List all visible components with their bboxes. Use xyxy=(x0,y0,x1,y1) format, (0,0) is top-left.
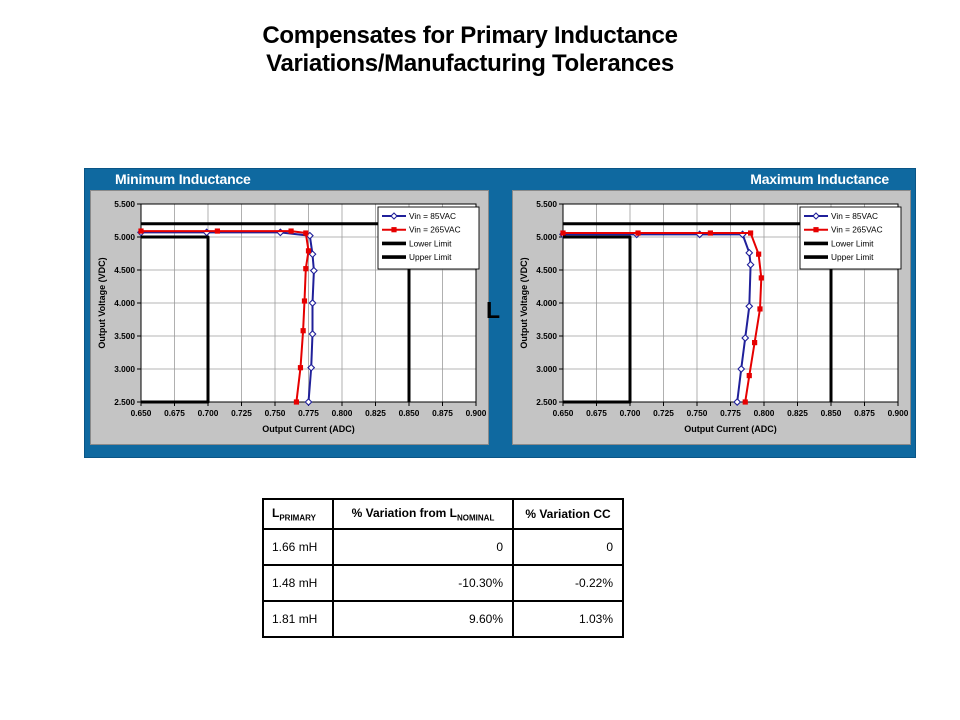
cell-l-primary: 1.81 mH xyxy=(262,600,334,638)
chart-svg: 0.650 0.675 0.700 0.725 0.750 0.775 0.800 0.825… xyxy=(519,199,909,434)
svg-text:5.000: 5.000 xyxy=(536,232,557,242)
cell-variation-cc: 1.03% xyxy=(512,600,624,638)
min-inductance-chart: 0.650 0.675 0.700 0.725 0.750 0.775 0.800 0.825… xyxy=(90,190,489,445)
svg-text:3.500: 3.500 xyxy=(114,331,135,341)
svg-text:4.000: 4.000 xyxy=(114,298,135,308)
svg-text:5.500: 5.500 xyxy=(114,199,135,209)
svg-text:0.725: 0.725 xyxy=(653,408,674,418)
svg-text:0.700: 0.700 xyxy=(620,408,641,418)
svg-text:0.775: 0.775 xyxy=(720,408,741,418)
svg-text:Lower Limit: Lower Limit xyxy=(831,238,874,248)
page-title-line-1: Compensates for Primary Inductance xyxy=(262,22,678,49)
svg-text:0.800: 0.800 xyxy=(332,408,353,418)
stray-l-label: L xyxy=(486,297,501,323)
svg-text:Output Current (ADC): Output Current (ADC) xyxy=(262,424,354,434)
svg-text:Output Voltage (VDC): Output Voltage (VDC) xyxy=(97,257,107,348)
svg-text:Upper Limit: Upper Limit xyxy=(831,252,874,262)
table-header-row: LPRIMARY % Variation from LNOMINAL % Var… xyxy=(262,498,624,530)
cell-variation-l: 0 xyxy=(332,528,514,566)
chart-title-minimum-inductance: Minimum Inductance xyxy=(115,171,251,187)
svg-text:0.650: 0.650 xyxy=(553,408,574,418)
svg-text:0.875: 0.875 xyxy=(854,408,875,418)
cell-variation-cc: -0.22% xyxy=(512,564,624,602)
svg-text:0.850: 0.850 xyxy=(399,408,420,418)
svg-text:Vin = 265VAC: Vin = 265VAC xyxy=(409,225,461,235)
svg-text:0.800: 0.800 xyxy=(754,408,775,418)
svg-text:Vin = 85VAC: Vin = 85VAC xyxy=(409,211,456,221)
cell-l-primary: 1.66 mH xyxy=(262,528,334,566)
svg-text:4.500: 4.500 xyxy=(114,265,135,275)
header-l-primary: LPRIMARY xyxy=(262,498,334,530)
svg-text:0.825: 0.825 xyxy=(787,408,808,418)
svg-text:0.775: 0.775 xyxy=(298,408,319,418)
cell-variation-l: -10.30% xyxy=(332,564,514,602)
svg-text:3.000: 3.000 xyxy=(114,364,135,374)
svg-text:0.850: 0.850 xyxy=(821,408,842,418)
svg-text:4.000: 4.000 xyxy=(536,298,557,308)
cell-variation-l: 9.60% xyxy=(332,600,514,638)
svg-text:0.650: 0.650 xyxy=(131,408,152,418)
cell-l-primary: 1.48 mH xyxy=(262,564,334,602)
results-table: LPRIMARY % Variation from LNOMINAL % Var… xyxy=(262,498,624,638)
svg-text:Vin = 85VAC: Vin = 85VAC xyxy=(831,211,878,221)
chart-svg: 0.650 0.675 0.700 0.725 0.750 0.775 0.800 0.825… xyxy=(97,199,487,434)
table-row: 1.48 mH -10.30% -0.22% xyxy=(262,564,624,602)
svg-text:4.500: 4.500 xyxy=(536,265,557,275)
charts-panel: Minimum Inductance Maximum Inductance 0.… xyxy=(84,168,916,458)
max-inductance-chart: 0.650 0.675 0.700 0.725 0.750 0.775 0.800 0.825… xyxy=(512,190,911,445)
svg-text:0.675: 0.675 xyxy=(586,408,607,418)
svg-text:0.675: 0.675 xyxy=(164,408,185,418)
table-row: 1.66 mH 0 0 xyxy=(262,528,624,566)
svg-text:0.825: 0.825 xyxy=(365,408,386,418)
svg-text:0.725: 0.725 xyxy=(231,408,252,418)
header-variation-cc: % Variation CC xyxy=(512,498,624,530)
svg-text:0.900: 0.900 xyxy=(466,408,487,418)
table-row: 1.81 mH 9.60% 1.03% xyxy=(262,600,624,638)
header-variation-from-nominal: % Variation from LNOMINAL xyxy=(332,498,514,530)
svg-text:2.500: 2.500 xyxy=(114,397,135,407)
svg-text:0.750: 0.750 xyxy=(265,408,286,418)
svg-text:Upper Limit: Upper Limit xyxy=(409,252,452,262)
svg-text:3.000: 3.000 xyxy=(536,364,557,374)
svg-text:0.875: 0.875 xyxy=(432,408,453,418)
page-title: Compensates for Primary Inductance Varia… xyxy=(90,22,850,78)
svg-text:5.000: 5.000 xyxy=(114,232,135,242)
svg-text:3.500: 3.500 xyxy=(536,331,557,341)
svg-text:Output Current (ADC): Output Current (ADC) xyxy=(684,424,776,434)
svg-text:0.900: 0.900 xyxy=(888,408,909,418)
svg-text:5.500: 5.500 xyxy=(536,199,557,209)
svg-text:0.750: 0.750 xyxy=(687,408,708,418)
svg-text:Output Voltage (VDC): Output Voltage (VDC) xyxy=(519,257,529,348)
svg-text:2.500: 2.500 xyxy=(536,397,557,407)
cell-variation-cc: 0 xyxy=(512,528,624,566)
svg-text:Lower Limit: Lower Limit xyxy=(409,238,452,248)
page-title-line-2: Variations/Manufacturing Tolerances xyxy=(266,50,674,77)
svg-text:Vin = 265VAC: Vin = 265VAC xyxy=(831,225,883,235)
chart-title-maximum-inductance: Maximum Inductance xyxy=(750,171,889,187)
svg-text:0.700: 0.700 xyxy=(198,408,219,418)
